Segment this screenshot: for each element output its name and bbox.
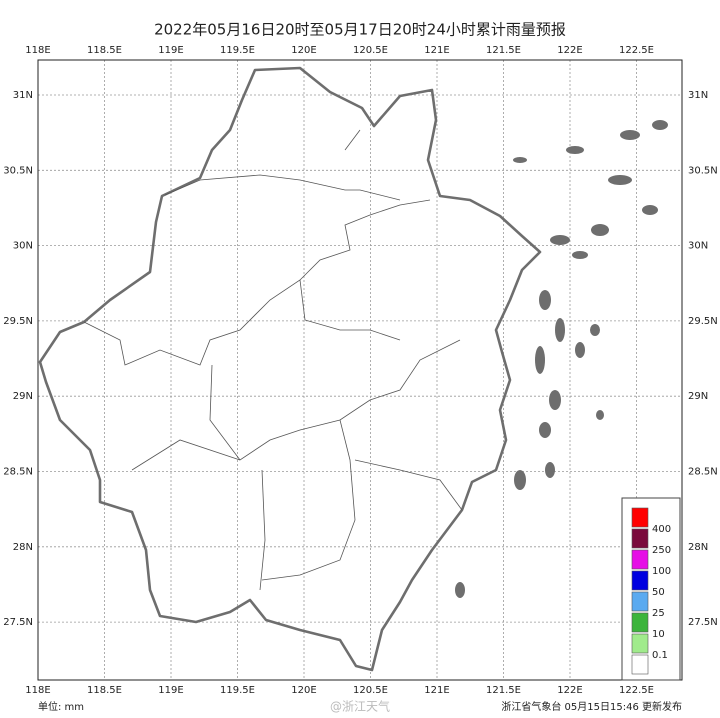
lon-label: 118.5E <box>87 45 122 56</box>
legend-label: 100 <box>652 566 671 577</box>
legend-label: 25 <box>652 608 665 619</box>
lat-label: 29N <box>13 391 33 402</box>
lat-label: 31N <box>688 90 708 101</box>
lon-label: 118E <box>25 685 50 696</box>
lon-label: 121E <box>424 45 449 56</box>
legend-swatch <box>631 612 649 633</box>
lon-label: 122E <box>557 45 582 56</box>
legend-label: 10 <box>652 629 665 640</box>
lon-label: 120E <box>291 45 316 56</box>
coastline <box>38 66 542 672</box>
legend-swatch <box>631 654 649 675</box>
lon-label: 122E <box>557 685 582 696</box>
legend: 400 250 100 50 25 10 0.1 <box>621 497 681 681</box>
lat-label: 28N <box>13 542 33 553</box>
lat-label: 29.5N <box>688 316 718 327</box>
islands <box>455 120 668 598</box>
issuer: 浙江省气象台 05月15日15:46 更新发布 <box>501 700 682 713</box>
legend-swatch <box>631 591 649 612</box>
legend-swatch <box>631 633 649 654</box>
legend-label: 400 <box>652 524 671 535</box>
grid: 118E 118E 118.5E 118.5E 119E 119E 119.5E 119.5E… <box>3 45 718 696</box>
lon-label: 120.5E <box>353 685 388 696</box>
legend-swatch <box>631 528 649 549</box>
lon-label: 122.5E <box>619 685 654 696</box>
lat-label: 30.5N <box>688 165 718 176</box>
lat-label: 28.5N <box>3 467 33 478</box>
legend-swatch <box>631 507 649 528</box>
lat-label: 29.5N <box>3 316 33 327</box>
legend-box <box>621 497 681 681</box>
lon-label: 120.5E <box>353 45 388 56</box>
unit: 单位: mm <box>38 700 84 713</box>
lon-label: 121.5E <box>486 45 521 56</box>
legend-swatch <box>631 549 649 570</box>
lat-label: 30N <box>688 241 708 252</box>
lon-label: 118.5E <box>87 685 122 696</box>
legend-label: 0.1 <box>652 650 668 661</box>
watermark: @浙江天气 <box>330 699 390 714</box>
map-frame <box>37 59 683 681</box>
county-border <box>83 129 463 591</box>
lon-label: 119.5E <box>220 685 255 696</box>
legend-label: 50 <box>652 587 665 598</box>
lat-label: 30.5N <box>3 165 33 176</box>
province <box>38 66 668 672</box>
lon-label: 120E <box>291 685 316 696</box>
lon-label: 122.5E <box>619 45 654 56</box>
lon-label: 119E <box>158 45 183 56</box>
legend-label: 250 <box>652 545 671 556</box>
lat-label: 30N <box>13 241 33 252</box>
title: 2022年05月16日20时至05月17日20时24小时累计雨量预报 <box>154 21 566 39</box>
lat-label: 28N <box>688 542 708 553</box>
lon-label: 118E <box>25 45 50 56</box>
lat-label: 29N <box>688 391 708 402</box>
lon-label: 121.5E <box>486 685 521 696</box>
lat-label: 28.5N <box>688 467 718 478</box>
lon-label: 121E <box>424 685 449 696</box>
lat-label: 27.5N <box>688 617 718 628</box>
lat-label: 31N <box>13 90 33 101</box>
lon-label: 119.5E <box>220 45 255 56</box>
legend-swatch <box>631 570 649 591</box>
lat-label: 27.5N <box>3 617 33 628</box>
lon-label: 119E <box>158 685 183 696</box>
